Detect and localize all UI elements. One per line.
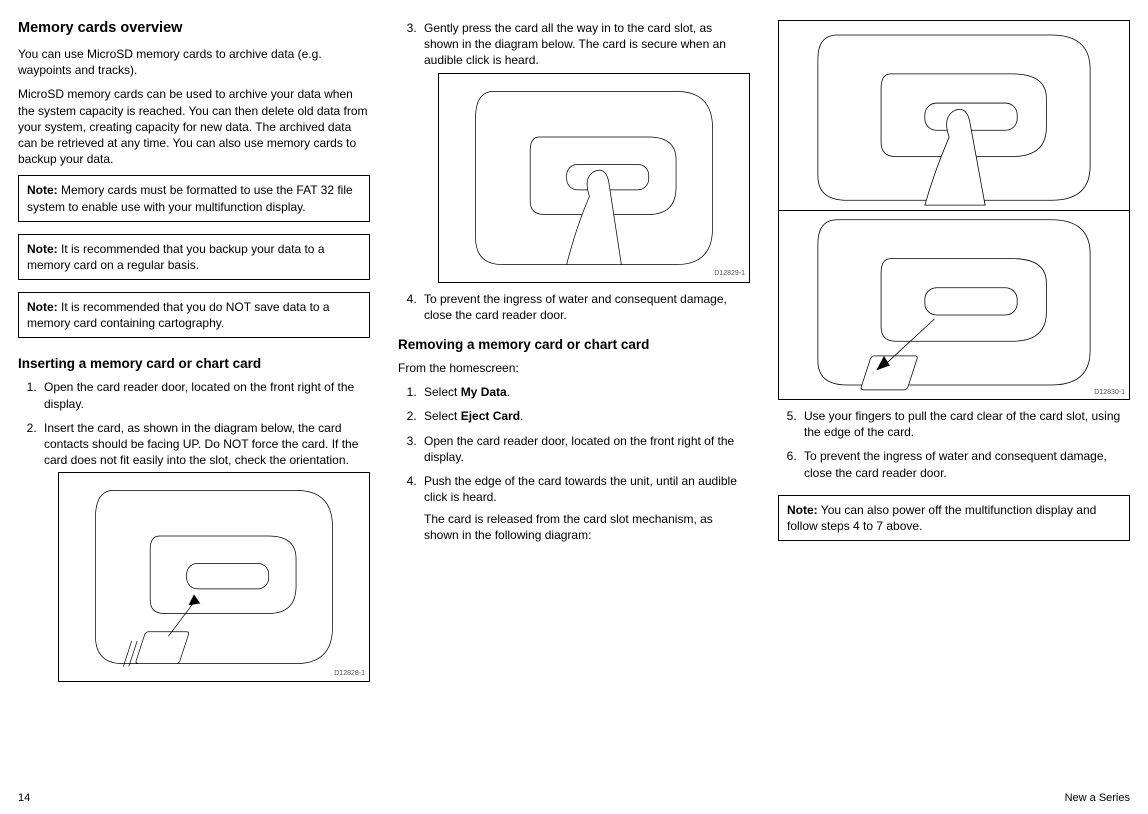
image-ref: D12830-1 [1094,389,1125,396]
overview-p2: MicroSD memory cards can be used to arch… [18,86,370,167]
inserting-steps: Open the card reader door, located on th… [18,379,370,690]
remove-step-5: Use your fingers to pull the card clear … [800,408,1130,440]
remove-step-1: Select My Data. [420,384,750,400]
note-text: You can also power off the multifunction… [787,503,1096,533]
removing-steps: Select My Data. Select Eject Card. Open … [398,384,750,552]
page-footer: 14 New a Series [18,792,1130,804]
page-number: 14 [18,792,30,804]
text: Push the edge of the card towards the un… [424,474,737,504]
note-text: It is recommended that you do NOT save d… [27,300,330,330]
step-3-text: Gently press the card all the way in to … [424,21,726,67]
step-2: Insert the card, as shown in the diagram… [40,420,370,683]
note-backup: Note: It is recommended that you backup … [18,234,370,280]
step-4: To prevent the ingress of water and cons… [420,291,750,323]
removing-steps-cont: Use your fingers to pull the card clear … [778,408,1130,489]
step-3: Gently press the card all the way in to … [420,20,750,283]
heading-memory-cards-overview: Memory cards overview [18,20,370,36]
diagram-insert-card: D12828-1 [58,472,370,682]
diagram-remove-card: D12830-1 [778,20,1130,400]
text: . [520,409,523,423]
note-label: Note: [27,300,58,314]
image-ref: D12828-1 [334,669,365,678]
eject-card-bold: Eject Card [461,409,520,423]
text: Select [424,409,461,423]
note-label: Note: [787,503,818,517]
note-text: It is recommended that you backup your d… [27,242,325,272]
removing-intro: From the homescreen: [398,360,750,376]
image-ref: D12829-1 [714,269,745,278]
heading-removing: Removing a memory card or chart card [398,337,750,352]
remove-step-4-sub: The card is released from the card slot … [424,511,750,543]
my-data-bold: My Data [461,385,507,399]
note-fat32: Note: Memory cards must be formatted to … [18,175,370,221]
note-power-off: Note: You can also power off the multifu… [778,495,1130,541]
note-cartography: Note: It is recommended that you do NOT … [18,292,370,338]
note-text: Memory cards must be formatted to use th… [27,183,353,213]
note-label: Note: [27,242,58,256]
note-label: Note: [27,183,58,197]
heading-inserting: Inserting a memory card or chart card [18,356,370,371]
remove-step-4: Push the edge of the card towards the un… [420,473,750,544]
remove-step-3: Open the card reader door, located on th… [420,433,750,465]
footer-right: New a Series [1065,792,1130,804]
text: Select [424,385,461,399]
step-1: Open the card reader door, located on th… [40,379,370,411]
diagram-press-card: D12829-1 [438,73,750,283]
text: . [507,385,510,399]
overview-p1: You can use MicroSD memory cards to arch… [18,46,370,78]
remove-step-2: Select Eject Card. [420,408,750,424]
step-2-text: Insert the card, as shown in the diagram… [44,421,358,467]
inserting-steps-cont: Gently press the card all the way in to … [398,20,750,331]
remove-step-6: To prevent the ingress of water and cons… [800,448,1130,480]
